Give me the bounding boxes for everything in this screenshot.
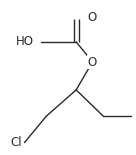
Text: O: O bbox=[88, 55, 97, 69]
Text: O: O bbox=[88, 11, 97, 24]
Text: Cl: Cl bbox=[10, 136, 22, 149]
Text: HO: HO bbox=[16, 35, 33, 48]
